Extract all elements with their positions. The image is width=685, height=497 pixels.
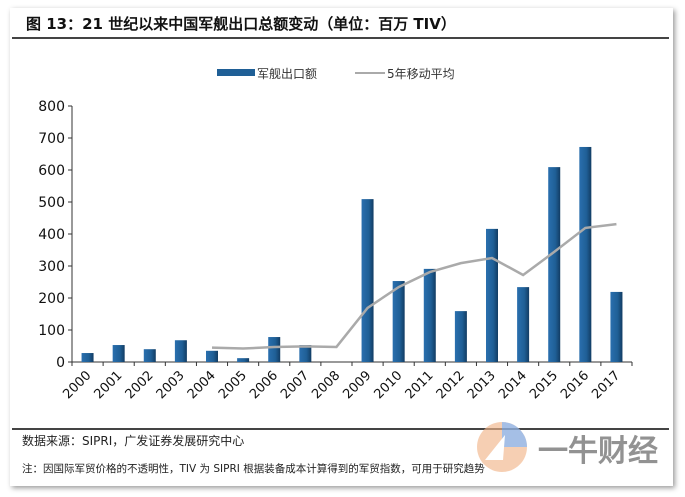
bar-2006 [268, 337, 281, 362]
figure-title: 图 13：21 世纪以来中国军舰出口总额变动（单位：百万 TIV） [26, 15, 456, 33]
bar-2013 [486, 228, 498, 362]
bar-2009 [361, 199, 374, 362]
x-tick-label: 2007 [278, 368, 312, 402]
x-tick-label: 2003 [154, 368, 188, 402]
legend-line-label: 5年移动平均 [387, 67, 455, 81]
x-tick-label: 2009 [340, 368, 374, 402]
bar-2002 [143, 349, 156, 362]
bar-2016 [579, 146, 592, 362]
x-tick-label: 2016 [558, 368, 592, 402]
title-divider [12, 37, 669, 39]
legend-bar-label: 军舰出口额 [257, 67, 317, 81]
x-tick-label: 2015 [527, 368, 561, 402]
y-tick-label: 0 [56, 355, 65, 371]
y-tick-label: 600 [38, 163, 65, 179]
watermark-text: 一牛财经 [538, 433, 658, 469]
bar-2015 [548, 167, 561, 362]
y-tick-label: 400 [38, 227, 65, 243]
source-text: 数据来源：SIPRI，广发证券发展研究中心 [22, 434, 245, 448]
bar-2012 [454, 311, 467, 362]
bar-2007 [299, 345, 312, 362]
x-tick-label: 2001 [91, 368, 125, 402]
x-tick-label: 2000 [60, 368, 94, 402]
y-tick-label: 200 [38, 291, 65, 307]
bar-2017 [610, 291, 623, 362]
x-tick-label: 2005 [216, 368, 250, 402]
bar-2001 [112, 345, 125, 362]
bar-2010 [392, 281, 405, 362]
watermark-icon [477, 422, 527, 472]
x-tick-label: 2004 [185, 368, 219, 402]
note-text: 注：因国际军贸价格的不透明性，TIV 为 SIPRI 根据装备成本计算得到的军贸… [22, 463, 485, 475]
x-tick-label: 2010 [371, 368, 405, 402]
bar-2003 [174, 340, 187, 362]
x-tick-label: 2002 [123, 368, 157, 402]
x-tick-label: 2013 [465, 368, 499, 402]
y-tick-label: 700 [38, 131, 65, 147]
y-tick-label: 800 [38, 99, 65, 115]
bar-2011 [423, 268, 436, 362]
x-tick-label: 2014 [496, 368, 530, 402]
x-tick-label: 2011 [403, 368, 437, 402]
bar-2005 [237, 358, 250, 362]
y-tick-label: 300 [38, 259, 65, 275]
moving-average-line [211, 222, 617, 350]
x-tick-label: 2012 [434, 368, 468, 402]
footer-divider [12, 428, 669, 430]
legend-bar-swatch [217, 69, 255, 76]
bar-2004 [206, 350, 218, 362]
bar-2000 [81, 353, 94, 362]
chart: 0100200300400500600700800200020012002200… [38, 67, 633, 402]
x-tick-label: 2006 [247, 368, 281, 402]
watermark-logo: 一牛财经 [475, 420, 658, 475]
y-tick-label: 500 [38, 195, 65, 211]
bar-2014 [517, 287, 530, 362]
y-tick-label: 100 [38, 323, 65, 339]
x-tick-label: 2017 [589, 368, 623, 402]
x-tick-label: 2008 [309, 368, 343, 402]
